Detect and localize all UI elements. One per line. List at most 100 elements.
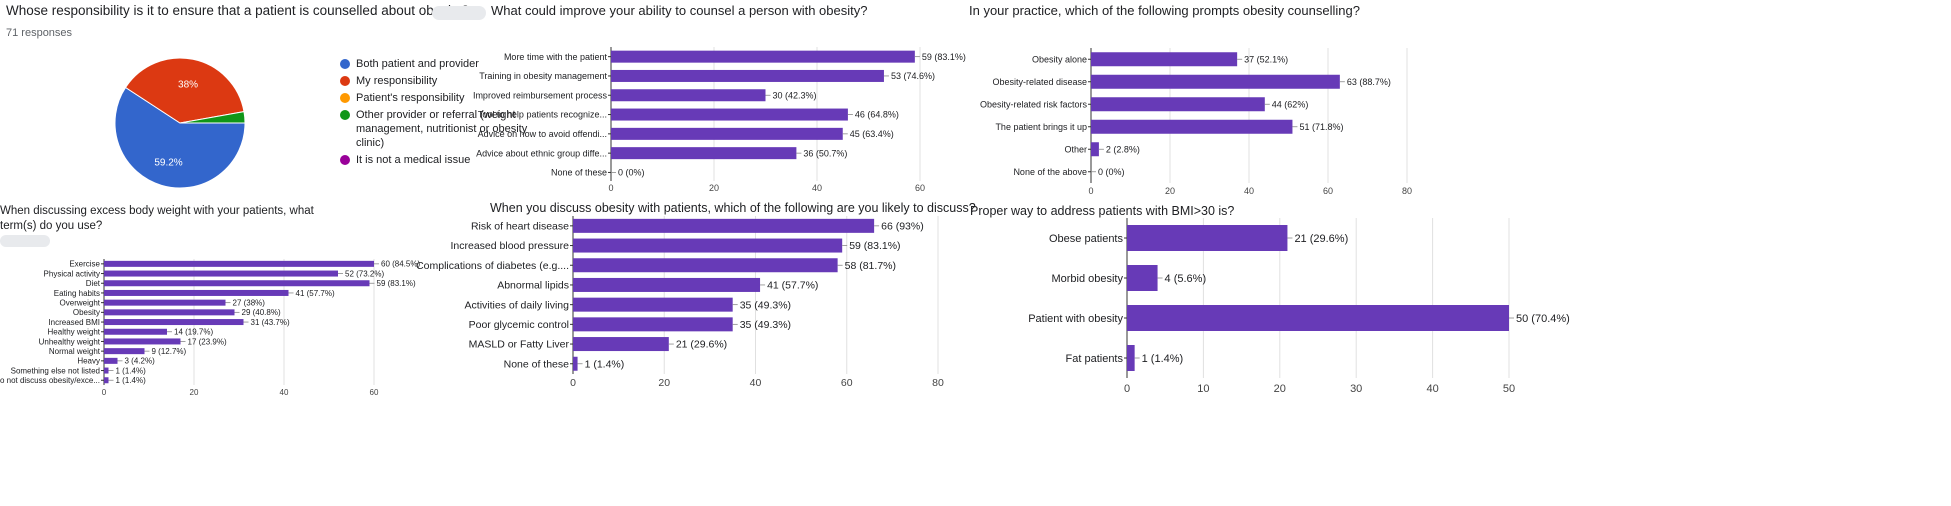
x-tick-label: 40	[812, 183, 822, 193]
value-label: 37 (52.1%)	[1244, 54, 1288, 64]
x-tick-label: 40	[1426, 383, 1438, 395]
category-label: Complications of diabetes (e.g....	[416, 260, 569, 272]
value-label: 1 (1.4%)	[1142, 353, 1184, 365]
value-label: 3 (4.2%)	[125, 357, 156, 366]
pie-slice	[124, 57, 245, 124]
value-label: 59 (83.1%)	[377, 279, 416, 288]
legend-label: Both patient and provider	[356, 58, 479, 70]
legend-item: Other provider or referral (weight manag…	[340, 108, 556, 150]
value-label: 44 (62%)	[1272, 99, 1309, 109]
value-label: 1 (1.4%)	[116, 366, 147, 375]
legend-item: My responsibility	[340, 74, 556, 88]
category-label: Overweight	[60, 298, 101, 307]
value-label: 46 (64.8%)	[855, 110, 899, 120]
pie-slice	[179, 111, 246, 124]
legend-swatch	[340, 93, 350, 103]
bar	[573, 218, 875, 233]
value-label: 45 (63.4%)	[850, 129, 894, 139]
chart-title-discuss: When you discuss obesity with patients, …	[490, 201, 976, 215]
bar	[104, 309, 235, 316]
x-tick-label: 20	[658, 377, 670, 389]
value-label: 52 (73.2%)	[345, 269, 384, 278]
legend-swatch	[340, 59, 350, 69]
category-label: Diet	[86, 279, 101, 288]
value-label: 59 (83.1%)	[849, 240, 900, 252]
category-label: Other	[1064, 144, 1087, 154]
category-label: None of the above	[1013, 167, 1087, 177]
category-label: Unhealthy weight	[39, 337, 101, 346]
pie-chart-responsibility: 59.2% 38%	[114, 57, 246, 189]
value-label: 41 (57.7%)	[296, 289, 335, 298]
bar	[1127, 265, 1158, 291]
bar	[611, 69, 884, 82]
chart-title-improve-ability: What could improve your ability to couns…	[491, 3, 868, 18]
category-label: Patient with obesity	[1028, 313, 1123, 325]
bar	[573, 277, 761, 292]
value-label: 29 (40.8%)	[242, 308, 281, 317]
category-label: Something else not listed	[11, 366, 100, 375]
bar	[104, 357, 118, 364]
redacted-placeholder	[432, 6, 486, 20]
legend-item: It is not a medical issue	[340, 153, 556, 167]
bar	[104, 328, 167, 335]
category-label: Fat patients	[1066, 353, 1124, 365]
response-count: 71 responses	[6, 27, 73, 39]
chart-title-prompts: In your practice, which of the following…	[969, 3, 1360, 18]
value-label: 17 (23.9%)	[188, 337, 227, 346]
x-tick-label: 40	[1244, 186, 1254, 196]
category-label: I do not discuss obesity/exce...	[0, 376, 100, 385]
value-label: 1 (1.4%)	[116, 376, 147, 385]
category-label: Healthy weight	[48, 328, 101, 337]
category-label: Improved reimbursement process	[473, 90, 608, 100]
x-tick-label: 60	[915, 183, 925, 193]
value-label: 35 (49.3%)	[740, 319, 791, 331]
bar	[104, 260, 374, 267]
bar	[104, 270, 338, 277]
bar	[104, 299, 226, 306]
category-label: Risk of heart disease	[471, 221, 569, 233]
bar	[104, 319, 244, 326]
bar	[1091, 119, 1293, 134]
category-label: Increased blood pressure	[451, 240, 570, 252]
value-label: 59 (83.1%)	[922, 52, 966, 62]
x-tick-label: 60	[841, 377, 853, 389]
value-label: 30 (42.3%)	[773, 90, 817, 100]
legend-swatch	[340, 155, 350, 165]
x-tick-label: 0	[102, 388, 107, 397]
category-label: Heavy	[77, 357, 100, 366]
category-label: Abnormal lipids	[497, 280, 569, 292]
redacted-placeholder	[0, 235, 50, 247]
category-label: MASLD or Fatty Liver	[469, 339, 570, 351]
bar	[104, 338, 181, 345]
value-label: 51 (71.8%)	[1299, 122, 1343, 132]
x-tick-label: 0	[608, 183, 613, 193]
bar	[104, 280, 370, 287]
legend-item: Both patient and provider	[340, 57, 556, 71]
category-label: Physical activity	[44, 269, 100, 278]
legend-label: It is not a medical issue	[356, 154, 471, 166]
value-label: 50 (70.4%)	[1516, 313, 1570, 325]
x-tick-label: 60	[1323, 186, 1333, 196]
pie-slice	[114, 86, 246, 189]
value-label: 0 (0%)	[618, 168, 645, 178]
value-label: 31 (43.7%)	[251, 318, 290, 327]
category-label: Obesity-related disease	[992, 77, 1087, 87]
category-label: Increased BMI	[48, 318, 100, 327]
x-tick-label: 20	[190, 388, 199, 397]
value-label: 58 (81.7%)	[845, 260, 896, 272]
category-label: Eating habits	[54, 289, 100, 298]
category-label: Tool to help patients recognize...	[478, 110, 607, 120]
x-tick-label: 50	[1503, 383, 1515, 395]
category-label: None of these	[504, 358, 570, 370]
category-label: The patient brings it up	[995, 122, 1087, 132]
category-label: Advice about ethnic group diffe...	[476, 148, 607, 158]
pie-legend: Both patient and provider My responsibili…	[340, 57, 556, 170]
x-tick-label: 60	[370, 388, 379, 397]
x-tick-label: 20	[1165, 186, 1175, 196]
bar	[573, 297, 733, 312]
value-label: 9 (12.7%)	[152, 347, 187, 356]
